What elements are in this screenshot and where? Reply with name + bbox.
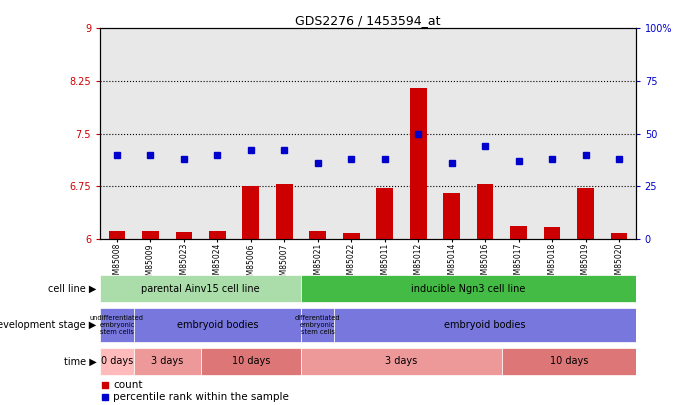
Text: percentile rank within the sample: percentile rank within the sample bbox=[113, 392, 289, 402]
Text: 3 days: 3 days bbox=[151, 356, 183, 367]
Bar bbox=[133, 348, 200, 375]
Bar bbox=[577, 188, 594, 239]
Text: inducible Ngn3 cell line: inducible Ngn3 cell line bbox=[411, 284, 526, 294]
Text: parental Ainv15 cell line: parental Ainv15 cell line bbox=[141, 284, 260, 294]
Bar bbox=[276, 184, 293, 239]
Bar bbox=[142, 230, 159, 239]
Bar bbox=[301, 348, 502, 375]
Text: 3 days: 3 days bbox=[386, 356, 417, 367]
Text: embryoid bodies: embryoid bodies bbox=[444, 320, 526, 330]
Bar bbox=[209, 230, 226, 239]
Bar bbox=[443, 193, 460, 239]
Bar bbox=[176, 232, 192, 239]
Bar bbox=[510, 226, 527, 239]
Bar bbox=[243, 186, 259, 239]
Text: development stage ▶: development stage ▶ bbox=[0, 320, 97, 330]
Text: embryoid bodies: embryoid bodies bbox=[177, 320, 258, 330]
Bar bbox=[544, 227, 560, 239]
Bar bbox=[133, 308, 301, 342]
Bar bbox=[108, 230, 125, 239]
Text: count: count bbox=[113, 380, 142, 390]
Bar bbox=[377, 188, 393, 239]
Bar bbox=[477, 184, 493, 239]
Bar bbox=[100, 308, 133, 342]
Text: 0 days: 0 days bbox=[101, 356, 133, 367]
Bar bbox=[410, 88, 426, 239]
Bar bbox=[100, 275, 301, 302]
Bar bbox=[301, 308, 334, 342]
Bar bbox=[343, 233, 359, 239]
Bar bbox=[502, 348, 636, 375]
Bar bbox=[100, 348, 133, 375]
Bar bbox=[334, 308, 636, 342]
Text: 10 days: 10 days bbox=[231, 356, 270, 367]
Title: GDS2276 / 1453594_at: GDS2276 / 1453594_at bbox=[295, 14, 441, 27]
Text: undifferentiated
embryonic
stem cells: undifferentiated embryonic stem cells bbox=[90, 315, 144, 335]
Text: time ▶: time ▶ bbox=[64, 356, 97, 367]
Bar bbox=[310, 230, 326, 239]
Bar bbox=[611, 233, 627, 239]
Text: cell line ▶: cell line ▶ bbox=[48, 284, 97, 294]
Bar bbox=[301, 275, 636, 302]
Text: 10 days: 10 days bbox=[549, 356, 588, 367]
Text: differentiated
embryonic
stem cells: differentiated embryonic stem cells bbox=[295, 315, 341, 335]
Bar bbox=[200, 348, 301, 375]
